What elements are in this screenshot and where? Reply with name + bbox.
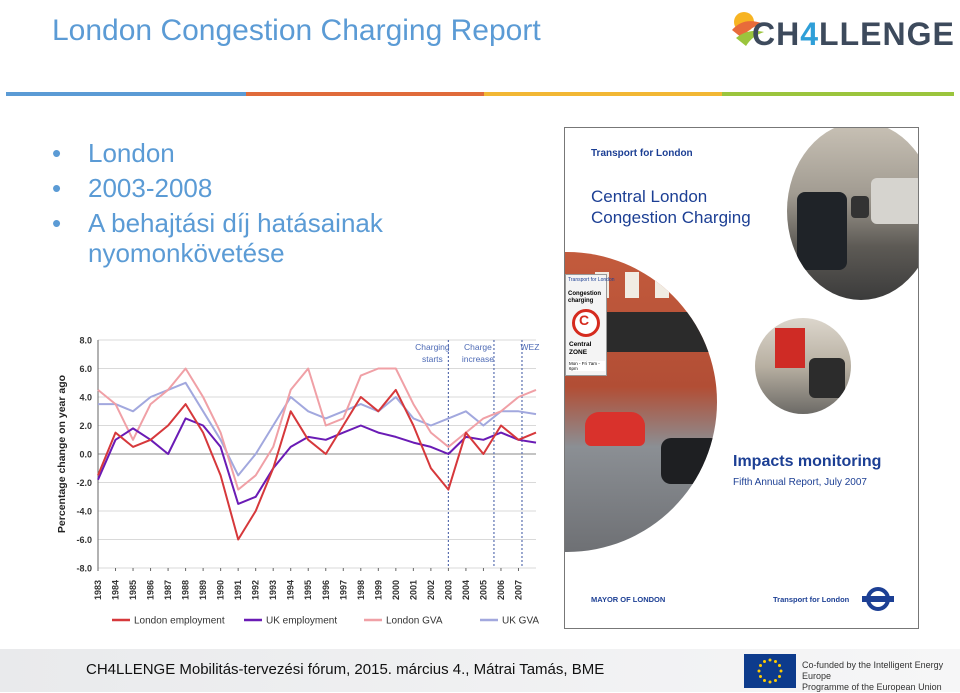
eu-star — [759, 664, 762, 667]
bullet-item: • 2003-2008 — [52, 173, 213, 203]
x-tick-label: 2006 — [496, 580, 506, 600]
y-tick-label: -2.0 — [76, 478, 92, 488]
bullet-list: • London • 2003-2008 • A behajtási díj hatá… — [52, 138, 472, 273]
x-tick-label: 2007 — [513, 580, 523, 600]
y-tick-label: 0.0 — [79, 450, 92, 460]
eu-star — [778, 664, 781, 667]
x-tick-label: 1991 — [233, 580, 243, 600]
series-line-1 — [97, 417, 537, 505]
employment-gva-chart: Percentage change on year ago Charging st… — [56, 336, 540, 627]
eu-star — [778, 675, 781, 678]
legend-label: London GVA — [386, 616, 443, 627]
x-tick-label: 1994 — [286, 580, 296, 600]
eu-star — [779, 669, 783, 673]
congestion-sign: Transport for London Congestion charging… — [565, 274, 615, 376]
x-tick-label: 1984 — [111, 580, 121, 600]
eu-cofunding-text: Co-funded by the Intelligent Energy Euro… — [802, 660, 944, 692]
logo-text-c: LLENGE — [819, 16, 955, 52]
logo-text-a: CH — [752, 16, 801, 52]
slide-title: London Congestion Charging Report — [52, 14, 541, 47]
cover-heading: Impacts monitoring — [733, 453, 882, 470]
x-tick-label: 2002 — [426, 580, 436, 600]
challenge-logo: CH4LLENGE — [728, 4, 955, 56]
x-tick-label: 2003 — [443, 580, 453, 600]
cover-title-2: Congestion Charging — [591, 208, 751, 227]
eu-star — [774, 679, 777, 682]
annotation-label: increase — [462, 354, 494, 364]
divider-stripe-green — [722, 92, 954, 96]
annotation-label: Charge — [464, 342, 492, 352]
x-tick-label: 2000 — [391, 580, 401, 600]
eu-star — [768, 658, 772, 662]
y-tick-label: 8.0 — [79, 336, 92, 346]
x-tick-label: 2001 — [408, 580, 418, 600]
roundel-icon — [862, 587, 894, 611]
cover-subheading: Fifth Annual Report, July 2007 — [733, 477, 867, 488]
divider-stripe-blue — [6, 92, 246, 96]
legend-label: UK GVA — [502, 616, 539, 627]
y-axis-label: Percentage change on year ago — [56, 375, 68, 533]
series-line-2 — [97, 367, 537, 491]
y-tick-label: 2.0 — [79, 421, 92, 431]
eu-star — [757, 669, 761, 673]
y-tick-label: -8.0 — [76, 564, 92, 574]
x-tick-label: 1990 — [216, 580, 226, 600]
eu-star — [768, 680, 772, 684]
cover-footer-left: MAYOR OF LONDON — [591, 595, 666, 604]
x-tick-label: 1998 — [356, 580, 366, 600]
eu-star — [763, 679, 766, 682]
x-tick-label: 1989 — [198, 580, 208, 600]
cover-footer-right: Transport for London — [773, 595, 850, 604]
divider-stripe-orange — [246, 92, 484, 96]
annotation-label: starts — [422, 354, 443, 364]
bus-photo — [755, 318, 851, 414]
x-tick-label: 1988 — [181, 580, 191, 600]
eu-flag-icon — [744, 654, 796, 688]
x-tick-label: 1986 — [146, 580, 156, 600]
bullet-item: • A behajtási díj hatásainak nyomonköveté… — [52, 208, 383, 268]
slide-footer: CH4LLENGE Mobilitás-tervezési fórum, 201… — [0, 649, 960, 692]
x-tick-label: 1985 — [128, 580, 138, 600]
y-tick-label: 6.0 — [79, 364, 92, 374]
x-tick-label: 1995 — [303, 580, 313, 600]
footer-text: CH4LLENGE Mobilitás-tervezési fórum, 201… — [86, 661, 605, 678]
legend-label: UK employment — [266, 616, 337, 627]
x-tick-label: 1997 — [338, 580, 348, 600]
bullet-item: • London — [52, 138, 175, 168]
divider-stripe-yellow — [484, 92, 722, 96]
cover-publisher: Transport for London — [591, 148, 693, 159]
eu-star — [763, 660, 766, 663]
y-tick-label: 4.0 — [79, 393, 92, 403]
x-tick-label: 1996 — [321, 580, 331, 600]
x-tick-label: 1993 — [268, 580, 278, 600]
sun-icon — [732, 12, 764, 46]
series-line-0 — [97, 388, 537, 541]
y-tick-label: -4.0 — [76, 507, 92, 517]
x-tick-label: 1987 — [163, 580, 173, 600]
annotation-label: Charging — [415, 342, 450, 352]
x-tick-label: 1999 — [373, 580, 383, 600]
y-tick-label: -6.0 — [76, 535, 92, 545]
x-tick-label: 1992 — [251, 580, 261, 600]
logo-text-b: 4 — [800, 16, 820, 52]
x-tick-label: 1983 — [93, 580, 103, 600]
x-tick-label: 2005 — [478, 580, 488, 600]
series-line-3 — [98, 381, 537, 477]
eu-star — [774, 660, 777, 663]
x-tick-label: 2004 — [461, 580, 471, 600]
cover-title-1: Central London — [591, 187, 708, 206]
eu-star — [759, 675, 762, 678]
annotation-label: WEZ — [521, 342, 540, 352]
legend-label: London employment — [134, 616, 225, 627]
street-photo — [787, 128, 918, 300]
report-cover-image: Transport for London Congestion charging… — [564, 127, 919, 629]
